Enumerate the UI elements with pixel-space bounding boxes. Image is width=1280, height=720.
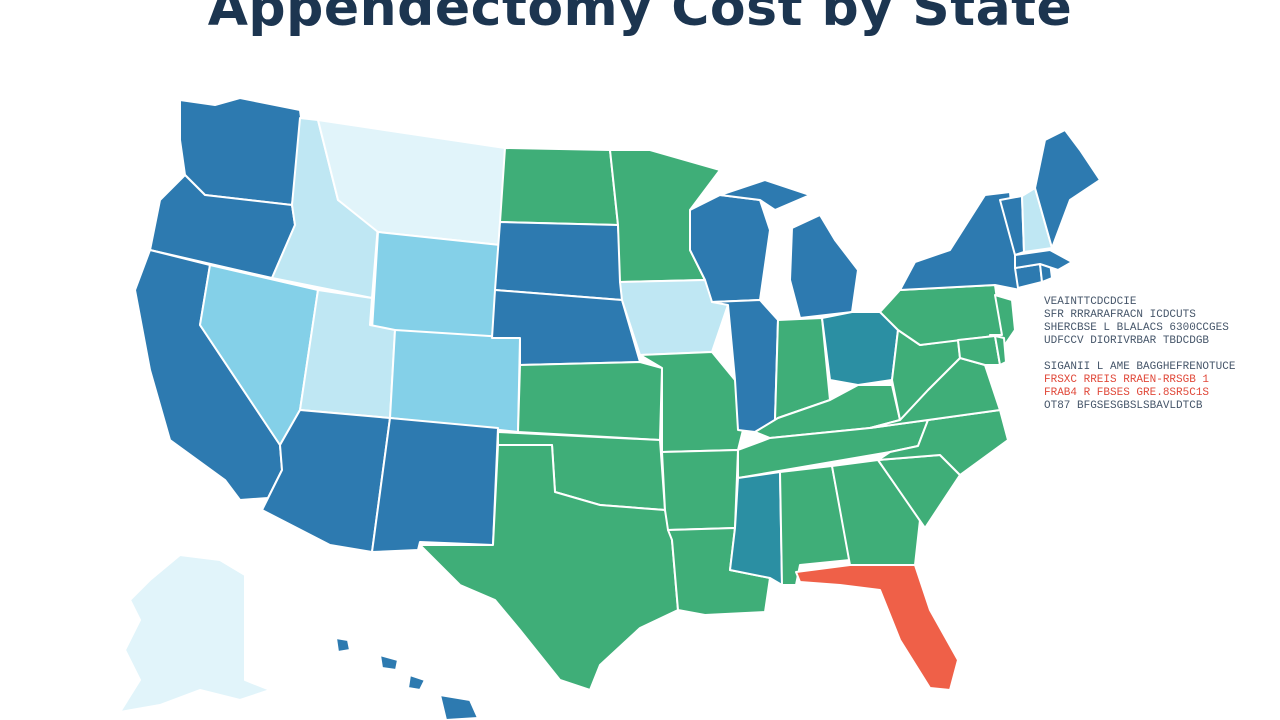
state-AK[interactable] (119, 554, 271, 713)
state-DE[interactable] (994, 335, 1007, 366)
state-GA[interactable] (831, 459, 921, 566)
state-NM[interactable] (371, 417, 499, 553)
annotation-line: UDFCCV DIORIVRBAR TBDCDGB (1044, 335, 1210, 347)
state-HI[interactable] (335, 637, 479, 720)
state-NC[interactable] (877, 409, 1009, 476)
annotation-line: FRAB4 R FBSES GRE.8SR5C1S (1044, 387, 1210, 399)
state-KS[interactable] (517, 361, 663, 441)
state-NY[interactable] (899, 191, 1021, 291)
state-SD[interactable] (494, 221, 623, 301)
state-MS[interactable] (729, 471, 783, 586)
annotation-block: VEAINTTCDCDCIE SFR RRRARAFRACN ICDCUTS SHE… (1044, 296, 1274, 413)
annotation-line: OT87 BFGSESGBSLSBAVLDTCB (1044, 400, 1203, 412)
annotation-line: FRSXC RREIS RRAEN-RRSGB 1 (1044, 374, 1210, 386)
annotation-line (1044, 348, 1274, 361)
state-WY[interactable] (371, 231, 501, 339)
state-ME[interactable] (1034, 129, 1101, 249)
state-TX[interactable] (419, 444, 679, 691)
state-MI[interactable] (719, 179, 859, 319)
state-ND[interactable] (499, 147, 619, 226)
map-title: Appendectomy Cost by State (207, 0, 1073, 38)
state-MA[interactable] (1014, 249, 1073, 271)
annotation-line: VEAINTTCDCDCIE (1044, 296, 1137, 308)
state-OH[interactable] (821, 311, 899, 386)
state-CO[interactable] (389, 329, 521, 433)
state-AR[interactable] (661, 449, 739, 531)
annotation-line: SHERCBSE L BLALACS 6300CCGES (1044, 322, 1229, 334)
annotation-line: SIGANII L AME BAGGHEFRENOTUCE (1044, 361, 1236, 373)
state-MD[interactable] (957, 335, 1001, 366)
annotation-line: SFR RRRARAFRACN ICDCUTS (1044, 309, 1196, 321)
state-FL[interactable] (795, 564, 959, 691)
